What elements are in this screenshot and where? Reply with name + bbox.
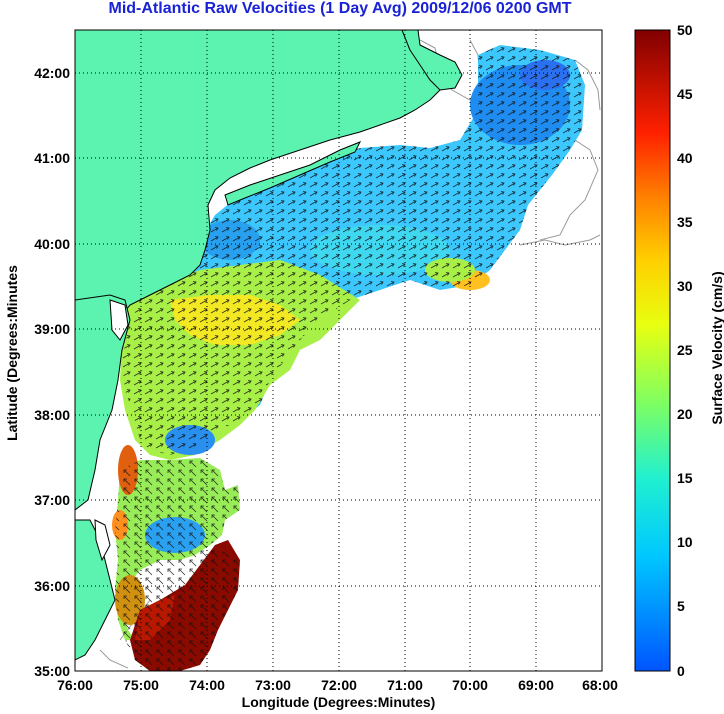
map-title: Mid-Atlantic Raw Velocities (1 Day Avg) …	[108, 0, 572, 17]
y-tick-label: 37:00	[34, 492, 70, 508]
x-tick-label: 70:00	[452, 677, 488, 693]
colorbar-label: Surface Velocity (cm/s)	[709, 271, 724, 425]
colorbar-tick: 50	[677, 22, 693, 38]
x-tick-label: 75:00	[123, 677, 159, 693]
colorbar-tick: 10	[677, 534, 693, 550]
land-longisland	[224, 141, 362, 206]
y-tick-label: 42:00	[34, 65, 70, 81]
y-tick-label: 40:00	[34, 236, 70, 252]
colorbar-tick: 20	[677, 406, 693, 422]
y-tick-label: 38:00	[34, 407, 70, 423]
x-tick-label: 72:00	[321, 677, 357, 693]
colorbar: 50 45 40 35 30 25 20 15 10 5 0	[634, 22, 693, 679]
y-axis-label: Latitude (Degrees:Minutes	[4, 265, 20, 441]
x-tick-label: 74:00	[189, 677, 225, 693]
y-tick-label: 39:00	[34, 321, 70, 337]
x-axis: 76:00 75:00 74:00 73:00 72:00 71:00 70:0…	[57, 677, 618, 693]
colorbar-tick: 35	[677, 214, 693, 230]
x-tick-label: 68:00	[582, 677, 618, 693]
y-tick-label: 41:00	[34, 150, 70, 166]
x-tick-label: 73:00	[255, 677, 291, 693]
grid	[75, 30, 602, 671]
y-axis: 42:00 41:00 40:00 39:00 38:00 37:00 36:0…	[34, 65, 70, 679]
x-axis-label: Longitude (Degrees:Minutes)	[241, 694, 436, 710]
colorbar-tick: 45	[677, 86, 693, 102]
y-tick-label: 35:00	[34, 663, 70, 679]
colorbar-tick: 0	[677, 663, 685, 679]
colorbar-tick: 25	[677, 342, 693, 358]
y-tick-label: 36:00	[34, 578, 70, 594]
land-delmarva	[75, 294, 131, 511]
velocity-vectors	[115, 45, 585, 671]
colorbar-gradient	[634, 29, 671, 672]
land	[75, 30, 463, 661]
colorbar-tick: 30	[677, 278, 693, 294]
x-tick-label: 69:00	[518, 677, 554, 693]
x-tick-label: 71:00	[387, 677, 423, 693]
colorbar-tick: 40	[677, 150, 693, 166]
colorbar-tick: 15	[677, 470, 693, 486]
x-tick-label: 76:00	[57, 677, 93, 693]
colorbar-tick: 5	[677, 598, 685, 614]
plot-frame	[74, 29, 603, 672]
land-capecod	[401, 30, 463, 91]
